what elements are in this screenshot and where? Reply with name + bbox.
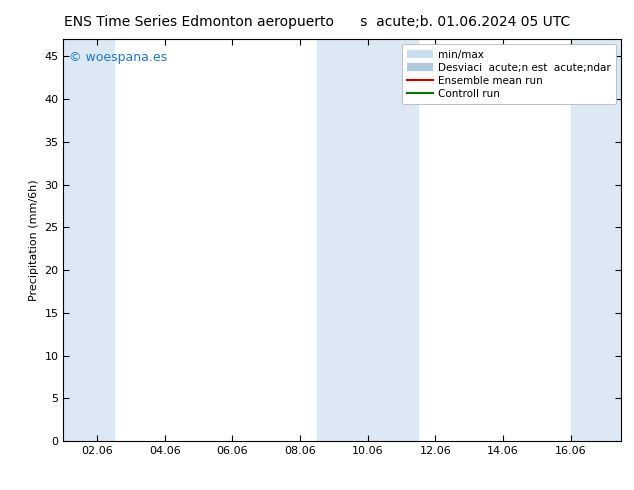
Bar: [571, 39, 621, 441]
Bar: [317, 39, 385, 441]
Bar: [63, 39, 114, 441]
Bar: [385, 39, 418, 441]
Text: © woespana.es: © woespana.es: [69, 51, 167, 64]
Legend: min/max, Desviaci  acute;n est  acute;ndar, Ensemble mean run, Controll run: min/max, Desviaci acute;n est acute;ndar…: [402, 45, 616, 104]
Text: ENS Time Series Edmonton aeropuerto      s  acute;b. 01.06.2024 05 UTC: ENS Time Series Edmonton aeropuerto s ac…: [64, 15, 570, 29]
Y-axis label: Precipitation (mm/6h): Precipitation (mm/6h): [29, 179, 39, 301]
